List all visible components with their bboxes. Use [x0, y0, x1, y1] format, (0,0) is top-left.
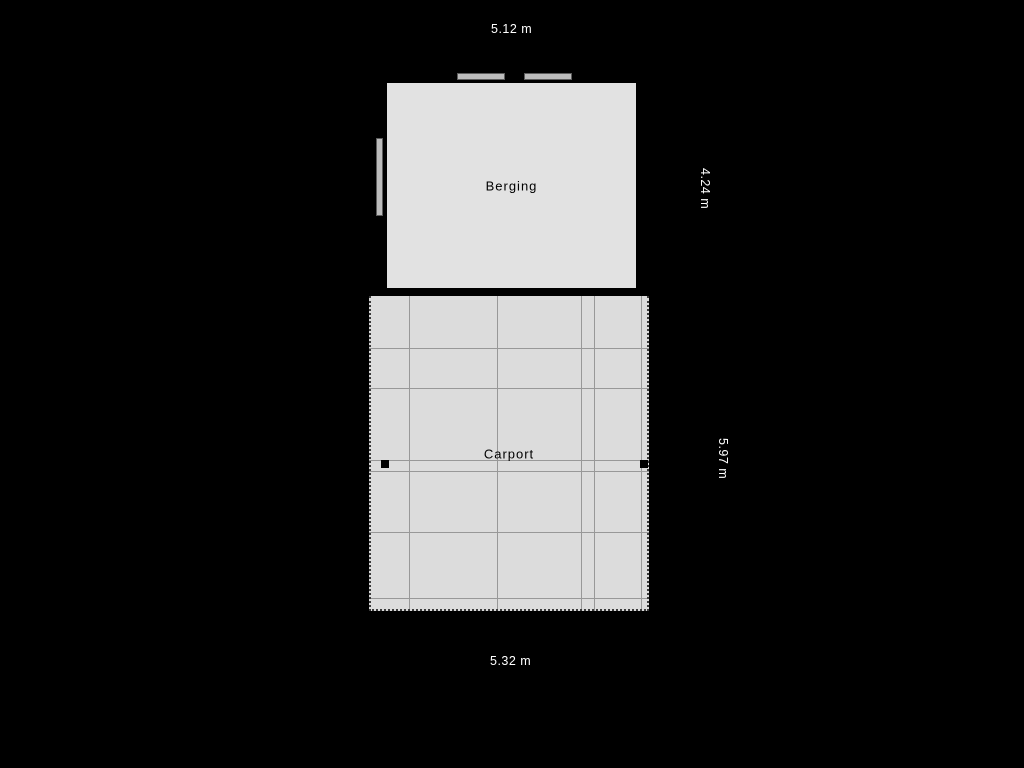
tile-line [369, 388, 649, 389]
tile-line [409, 296, 410, 611]
support-post [636, 614, 646, 624]
dimension-bottom: 5.32 m [490, 654, 531, 668]
carport-edge-right [647, 296, 649, 611]
support-post [640, 460, 648, 468]
door-feature [524, 73, 572, 80]
carport-edge-bottom [369, 609, 649, 611]
tile-line [594, 296, 595, 611]
floorplan-stage: Berging Carport 5.12 m 4.24 m 5.97 m 5.3… [0, 0, 1024, 768]
dimension-top: 5.12 m [491, 22, 532, 36]
door-feature [376, 138, 383, 216]
tile-line [641, 296, 642, 611]
room-berging: Berging [383, 79, 640, 292]
tile-line [369, 471, 649, 472]
room-carport-label: Carport [484, 446, 534, 461]
wall-divider [383, 288, 640, 295]
support-post [376, 614, 386, 624]
room-carport: Carport [369, 296, 649, 611]
room-berging-label: Berging [486, 178, 538, 193]
tile-line [581, 296, 582, 611]
carport-edge-left [369, 296, 371, 611]
tile-line [369, 598, 649, 599]
door-feature [457, 73, 505, 80]
dimension-right-lower: 5.97 m [716, 438, 730, 479]
dimension-right-upper: 4.24 m [698, 168, 712, 209]
tile-line [369, 348, 649, 349]
tile-line [369, 532, 649, 533]
support-post [381, 460, 389, 468]
